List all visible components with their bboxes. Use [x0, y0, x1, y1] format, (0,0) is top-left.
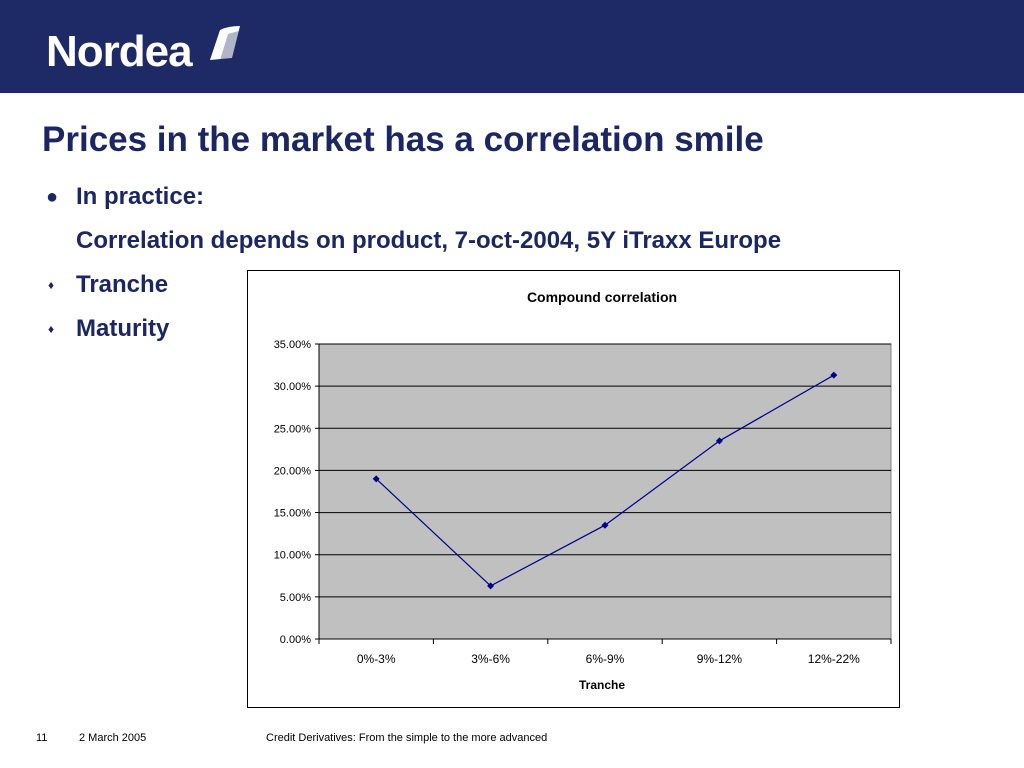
bullet-text: Correlation depends on product, 7-oct-20… [76, 227, 782, 254]
nordea-logo: Nordea [46, 22, 244, 76]
y-tick-label: 30.00% [274, 381, 312, 393]
x-tick-label: 3%-6% [471, 652, 510, 666]
bullet-in-practice: ● In practice: [46, 183, 204, 211]
diamond-icon: ♦ [48, 278, 55, 292]
x-tick-label: 6%-9% [586, 652, 625, 666]
y-tick-label: 15.00% [274, 508, 312, 520]
bullet-maturity: ♦ Maturity [46, 315, 169, 343]
bullet-correlation-note: Correlation depends on product, 7-oct-20… [76, 227, 781, 255]
header-band: Nordea [0, 0, 1024, 93]
x-tick-label: 12%-22% [808, 652, 860, 666]
compound-correlation-chart: Compound correlation 0.00% 5.00% 10.00% 15.0… [274, 289, 892, 692]
footer-date: 2 March 2005 [79, 732, 147, 744]
chart-frame: Compound correlation 0.00% 5.00% 10.00% 15.0… [247, 270, 900, 708]
data-point-marker [372, 475, 380, 483]
x-tick-label: 9%-12% [697, 652, 743, 666]
data-point-marker [601, 521, 609, 529]
x-axis-label: Tranche [579, 678, 625, 692]
y-tick-label: 25.00% [274, 423, 312, 435]
bullet-text: Tranche [76, 271, 169, 298]
plot-area [318, 343, 892, 640]
sail-icon [210, 26, 244, 60]
y-tick-label: 0.00% [280, 634, 311, 646]
footer-subject: Credit Derivatives: From the simple to t… [266, 732, 548, 744]
data-point-marker [487, 582, 495, 590]
logo-text: Nordea [46, 27, 193, 76]
chart-title: Compound correlation [527, 289, 677, 305]
y-tick-label: 10.00% [274, 550, 312, 562]
bullet-dot-icon: ● [46, 185, 59, 208]
data-point-marker [830, 371, 838, 379]
y-tick-label: 20.00% [274, 465, 312, 477]
y-tick-label: 5.00% [280, 592, 311, 604]
bullet-text: Maturity [76, 315, 170, 342]
x-tick-label: 0%-3% [357, 652, 396, 666]
slide-title: Prices in the market has a correlation s… [42, 120, 764, 159]
y-tick-label: 35.00% [274, 339, 312, 351]
data-point-marker [715, 437, 723, 445]
diamond-icon: ♦ [48, 322, 55, 336]
bullet-text: In practice: [76, 183, 205, 210]
footer-page-number: 11 [36, 732, 48, 744]
bullet-tranche: ♦ Tranche [46, 271, 168, 299]
